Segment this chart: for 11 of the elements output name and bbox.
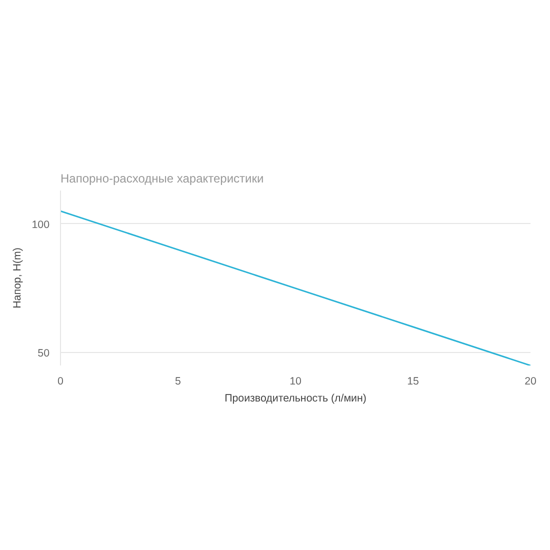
y-tick-label: 50 xyxy=(38,348,50,360)
line-series xyxy=(60,210,530,366)
x-axis-title: Производительность (л/мин) xyxy=(224,392,366,404)
x-tick-label: 20 xyxy=(524,376,536,388)
y-tick-label: 100 xyxy=(32,218,50,231)
chart-title: Напорно-расходные характеристики xyxy=(60,172,264,186)
y-axis-title: Напор, H(m) xyxy=(12,248,24,308)
x-tick-label: 10 xyxy=(290,376,302,388)
x-tick-label: 15 xyxy=(407,376,419,388)
x-tick-label: 0 xyxy=(58,376,64,388)
x-tick-label: 5 xyxy=(175,376,182,388)
